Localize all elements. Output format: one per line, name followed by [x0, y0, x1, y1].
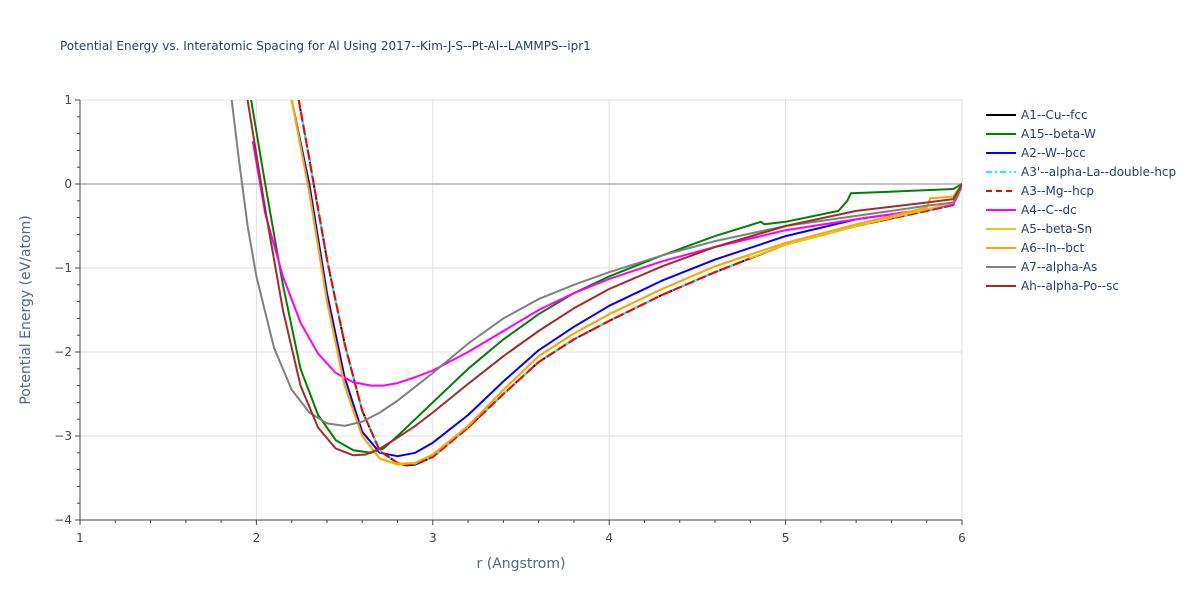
- series-line-1: [250, 100, 962, 454]
- legend-label: A3'--alpha-La--double-hcp: [1021, 165, 1176, 179]
- chart-title: Potential Energy vs. Interatomic Spacing…: [60, 39, 591, 53]
- series-line-0: [297, 100, 962, 467]
- x-tick-label-6: 6: [958, 531, 966, 545]
- series-line-7: [290, 100, 962, 466]
- series-line-5: [251, 141, 962, 387]
- legend-item-7[interactable]: A6--In--bct: [986, 241, 1085, 255]
- legend-label: A6--In--bct: [1021, 241, 1085, 255]
- y-tick-label-5: 1: [64, 93, 72, 107]
- y-tick-label-0: −4: [54, 513, 72, 527]
- x-tick-label-2: 2: [253, 531, 261, 545]
- legend-label: A15--beta-W: [1021, 127, 1096, 141]
- legend-label: A1--Cu--fcc: [1021, 108, 1088, 122]
- series-line-4: [297, 100, 962, 466]
- series-line-3: [297, 100, 962, 466]
- y-tick-label-4: 0: [64, 177, 72, 191]
- legend-item-4[interactable]: A3--Mg--hcp: [986, 184, 1094, 198]
- series-line-9: [246, 100, 962, 457]
- legend-label: A7--alpha-As: [1021, 260, 1097, 274]
- y-tick-label-3: −1: [54, 261, 72, 275]
- legend-item-6[interactable]: A5--beta-Sn: [986, 222, 1092, 236]
- y-tick-label-1: −3: [54, 429, 72, 443]
- legend-label: Ah--alpha-Po--sc: [1021, 279, 1119, 293]
- series-line-2: [290, 100, 962, 458]
- x-tick-label-4: 4: [605, 531, 613, 545]
- legend-label: A4--C--dc: [1021, 203, 1077, 217]
- legend-item-1[interactable]: A15--beta-W: [986, 127, 1096, 141]
- series-line-8: [230, 100, 962, 427]
- legend-label: A5--beta-Sn: [1021, 222, 1092, 236]
- axis-layer: 1 2 3 4 5 6 −4 −3 −2 −1 0 1: [54, 93, 966, 545]
- legend-item-3[interactable]: A3'--alpha-La--double-hcp: [986, 165, 1176, 179]
- grid-layer: [80, 99, 963, 520]
- x-axis-title: r (Angstrom): [477, 556, 566, 572]
- x-tick-label-3: 3: [429, 531, 437, 545]
- legend-item-0[interactable]: A1--Cu--fcc: [986, 108, 1088, 122]
- legend-label: A3--Mg--hcp: [1021, 184, 1094, 198]
- y-axis-title: Potential Energy (eV/atom): [18, 215, 34, 404]
- legend-item-2[interactable]: A2--W--bcc: [986, 146, 1086, 160]
- legend-item-5[interactable]: A4--C--dc: [986, 203, 1077, 217]
- legend-item-8[interactable]: A7--alpha-As: [986, 260, 1097, 274]
- legend[interactable]: A1--Cu--fcc A15--beta-W A2--W--bcc A3'--alp…: [986, 108, 1176, 293]
- y-tick-label-2: −2: [54, 345, 72, 359]
- x-tick-label-5: 5: [782, 531, 790, 545]
- series-layer: [230, 100, 962, 467]
- x-tick-label-1: 1: [76, 531, 84, 545]
- legend-item-9[interactable]: Ah--alpha-Po--sc: [986, 279, 1119, 293]
- legend-label: A2--W--bcc: [1021, 146, 1086, 160]
